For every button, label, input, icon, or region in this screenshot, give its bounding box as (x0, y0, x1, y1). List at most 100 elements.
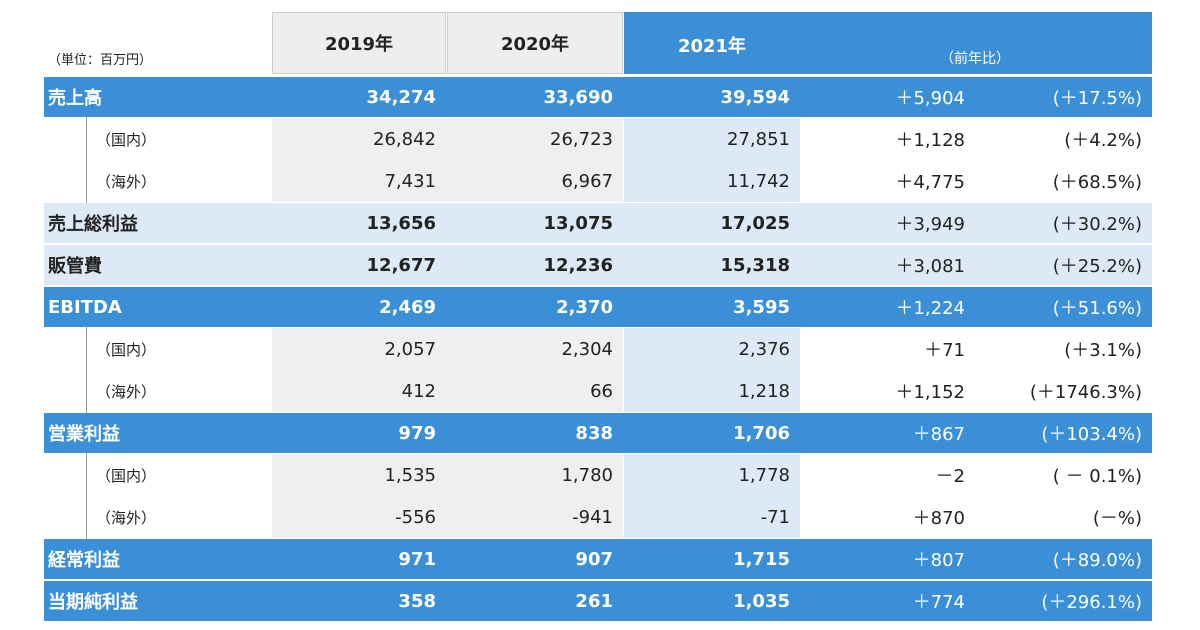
cell: (＋51.6%) (1052, 298, 1142, 319)
cell: 6,967 (561, 170, 613, 192)
sub-divider (86, 453, 87, 497)
cell: ＋867 (912, 424, 965, 445)
cell: 2,057 (384, 338, 436, 360)
cell: －2 (935, 466, 965, 487)
cell-bg (272, 160, 623, 202)
cell: -556 (395, 506, 436, 528)
cell-bg (272, 496, 623, 538)
unit-label: （単位：百万円） (48, 52, 153, 68)
cell: 2,469 (379, 296, 436, 318)
row-band (44, 539, 1152, 579)
cell: 11,742 (727, 170, 790, 192)
cell: 412 (401, 380, 436, 402)
cell: ＋1,152 (895, 382, 965, 403)
cell: (－%) (1092, 508, 1142, 529)
cell: ＋807 (912, 550, 965, 571)
row-band (44, 413, 1152, 453)
cell: (＋89.0%) (1052, 550, 1142, 571)
cell: 2,370 (556, 296, 613, 318)
row-label: （海外） (96, 172, 157, 191)
row-label: 売上総利益 (48, 214, 138, 235)
cell: ( － 0.1%) (1052, 466, 1142, 487)
cell: 13,075 (543, 212, 613, 234)
cell-bg (624, 160, 800, 202)
cell: 17,025 (720, 212, 790, 234)
cell: ＋3,081 (895, 256, 965, 277)
cell-bg (624, 454, 800, 496)
cell: ＋870 (912, 508, 965, 529)
cell: ＋1,224 (895, 298, 965, 319)
cell: (＋4.2%) (1064, 130, 1142, 151)
cell: (＋30.2%) (1052, 214, 1142, 235)
cell: 15,318 (720, 254, 790, 276)
cell: 7,431 (384, 170, 436, 192)
header-band (624, 12, 1152, 74)
row-band (44, 287, 1152, 327)
cell: 3,595 (733, 296, 790, 318)
cell: 33,690 (543, 86, 613, 108)
cell: 2,304 (561, 338, 613, 360)
cell: (＋103.4%) (1041, 424, 1142, 445)
column-header: 2019年 (272, 12, 446, 74)
row-label: 当期純利益 (48, 592, 138, 613)
row-band (44, 203, 1152, 243)
sub-divider (86, 117, 87, 161)
sub-divider (86, 159, 87, 203)
cell: 66 (590, 380, 613, 402)
cell: 13,656 (366, 212, 436, 234)
cell: ＋3,949 (895, 214, 965, 235)
row-label: 販管費 (48, 256, 102, 277)
cell-bg (624, 328, 800, 370)
cell: -941 (572, 506, 613, 528)
cell: ＋774 (912, 592, 965, 613)
cell-bg (272, 454, 623, 496)
cell: (＋25.2%) (1052, 256, 1142, 277)
row-label: （国内） (96, 130, 157, 149)
cell: 26,723 (550, 128, 613, 150)
cell: (＋68.5%) (1052, 172, 1142, 193)
cell-bg (624, 118, 800, 160)
cell: ＋5,904 (895, 88, 965, 109)
cell: (＋3.1%) (1064, 340, 1142, 361)
cell: 1,715 (733, 548, 790, 570)
cell: ＋1,128 (895, 130, 965, 151)
row-label: （海外） (96, 382, 157, 401)
cell: ＋71 (924, 340, 965, 361)
cell: 12,236 (543, 254, 613, 276)
cell: 261 (575, 590, 613, 612)
cell: 1,706 (733, 422, 790, 444)
row-label: （国内） (96, 466, 157, 485)
cell: 34,274 (366, 86, 436, 108)
row-label: 営業利益 (48, 424, 120, 445)
cell: (＋1746.3%) (1029, 382, 1142, 403)
cell: 1,035 (733, 590, 790, 612)
sub-divider (86, 327, 87, 371)
row-label: （国内） (96, 340, 157, 359)
cell-bg (272, 118, 623, 160)
cell: 39,594 (720, 86, 790, 108)
cell-bg (624, 370, 800, 412)
cell: 907 (575, 548, 613, 570)
column-header: 2021年 (677, 36, 747, 57)
cell: 12,677 (366, 254, 436, 276)
row-label: （海外） (96, 508, 157, 527)
row-band (44, 581, 1152, 621)
cell: -71 (760, 506, 790, 528)
column-header: 2020年 (447, 12, 623, 74)
cell: 979 (398, 422, 436, 444)
row-label: 経常利益 (48, 550, 120, 571)
cell: 2,376 (738, 338, 790, 360)
cell: (＋17.5%) (1052, 88, 1142, 109)
cell-bg (624, 496, 800, 538)
sub-divider (86, 369, 87, 413)
cell: 1,535 (384, 464, 436, 486)
cell: 838 (575, 422, 613, 444)
row-band (44, 77, 1152, 117)
cell: ＋4,775 (895, 172, 965, 193)
cell: 971 (398, 548, 436, 570)
row-label: EBITDA (48, 296, 122, 318)
cell: (＋296.1%) (1041, 592, 1142, 613)
cell: 27,851 (727, 128, 790, 150)
yoy-header: （前年比） (940, 51, 1010, 67)
